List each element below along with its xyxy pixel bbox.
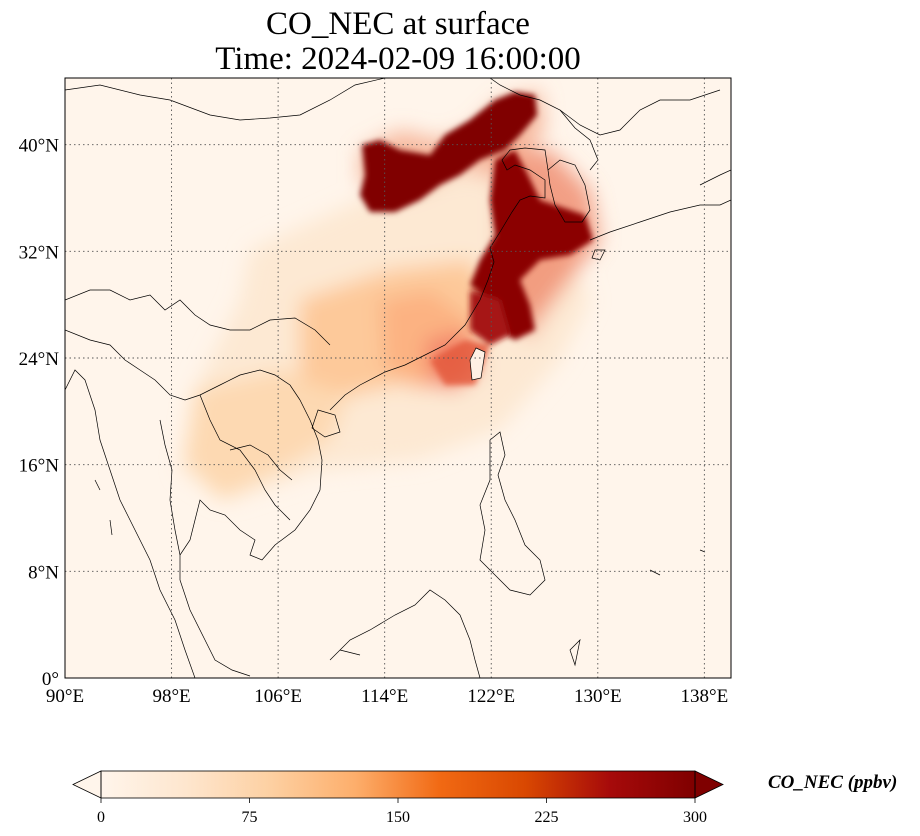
map-title-line-1: CO_NEC at surface [266, 6, 530, 42]
latitude-tick-label: 16°N [19, 456, 60, 477]
latitude-tick-label: 40°N [19, 136, 60, 157]
longitude-tick-label: 98°E [152, 686, 190, 707]
map-frame [64, 77, 732, 679]
coastline-layer [65, 78, 731, 678]
map-title-line-2: Time: 2024-02-09 16:00:00 [215, 41, 581, 77]
map-panel [65, 78, 731, 678]
colorbar: 0 75 150 225 300 CO_NEC (ppbv) [72, 770, 897, 826]
colorbar-tick-label: 225 [535, 809, 559, 826]
longitude-tick-label: 130°E [574, 686, 622, 707]
gridlines [65, 78, 731, 678]
longitude-tick-labels: 90°E 98°E 106°E 114°E 122°E 130°E 138°E [46, 686, 728, 707]
colorbar-extend-min [72, 770, 102, 799]
colorbar-label: CO_NEC (ppbv) [768, 772, 897, 793]
latitude-tick-labels: 0° 8°N 16°N 24°N 32°N 40°N [19, 136, 60, 690]
colorbar-tick-label: 150 [386, 809, 410, 826]
colorbar-tick-labels: 0 75 150 225 300 [97, 798, 707, 826]
longitude-tick-label: 138°E [681, 686, 729, 707]
longitude-tick-label: 106°E [254, 686, 302, 707]
longitude-tick-label: 114°E [361, 686, 408, 707]
colorbar-tick-label: 300 [683, 809, 707, 826]
longitude-tick-label: 122°E [467, 686, 515, 707]
colorbar-tick-label: 0 [97, 809, 105, 826]
latitude-tick-label: 32°N [19, 242, 60, 263]
colorbar-bar [101, 771, 695, 798]
latitude-tick-label: 24°N [19, 349, 60, 370]
latitude-tick-label: 0° [42, 669, 59, 690]
longitude-tick-label: 90°E [46, 686, 84, 707]
latitude-tick-label: 8°N [28, 562, 59, 583]
colorbar-tick-label: 75 [242, 809, 258, 826]
colorbar-extend-max [694, 770, 724, 799]
taiwan-island-shape [470, 348, 485, 380]
